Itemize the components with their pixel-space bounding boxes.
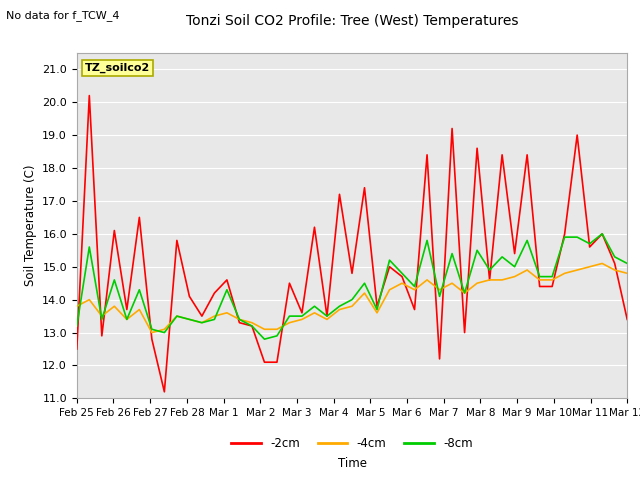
Text: Tonzi Soil CO2 Profile: Tree (West) Temperatures: Tonzi Soil CO2 Profile: Tree (West) Temp… <box>186 14 518 28</box>
Legend: -2cm, -4cm, -8cm: -2cm, -4cm, -8cm <box>227 432 477 455</box>
Text: TZ_soilco2: TZ_soilco2 <box>85 63 150 73</box>
Text: No data for f_TCW_4: No data for f_TCW_4 <box>6 10 120 21</box>
Text: Time: Time <box>337 457 367 470</box>
Y-axis label: Soil Temperature (C): Soil Temperature (C) <box>24 165 36 287</box>
